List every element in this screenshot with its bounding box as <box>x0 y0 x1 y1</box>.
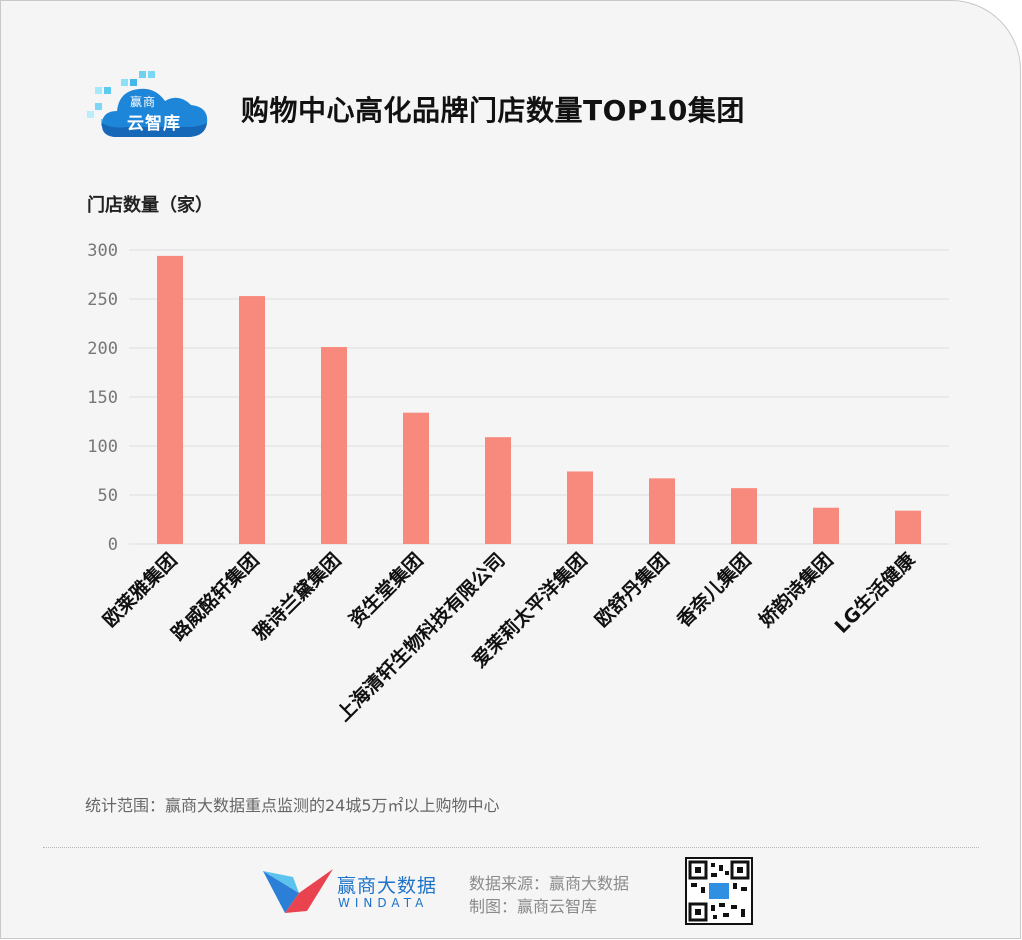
bar <box>567 471 593 544</box>
chart-title: 购物中心高化品牌门店数量TOP10集团 <box>241 94 745 127</box>
bar <box>157 255 183 544</box>
y-tick-label: 150 <box>87 388 118 408</box>
x-tick-label: LG生活健康 <box>830 548 920 638</box>
x-tick-label: 资生堂集团 <box>344 548 427 631</box>
x-tick-label: 欧莱雅集团 <box>98 548 181 631</box>
scope-note: 统计范围：赢商大数据重点监测的24城5万㎡以上购物中心 <box>85 796 500 815</box>
y-tick-label: 50 <box>98 486 118 506</box>
cloud-logo-icon <box>87 71 208 137</box>
x-tick-label: 娇韵诗集团 <box>754 548 837 631</box>
y-axis-label: 门店数量（家） <box>87 195 213 216</box>
windata-bird-icon <box>263 869 333 913</box>
y-tick-label: 300 <box>87 241 118 261</box>
data-source: 数据来源：赢商大数据 <box>469 874 630 893</box>
y-tick-label: 250 <box>87 290 118 310</box>
logo-text-bottom: 云智库 <box>127 114 181 134</box>
footer-divider <box>43 847 979 848</box>
bar <box>239 296 265 544</box>
bar <box>485 437 511 544</box>
chart-credit: 制图：赢商云智库 <box>469 897 598 916</box>
x-tick-label: 雅诗兰黛集团 <box>249 548 346 645</box>
bar <box>731 488 757 544</box>
x-tick-label: 欧舒丹集团 <box>590 548 673 631</box>
bar <box>649 478 675 544</box>
bar <box>403 412 429 544</box>
logo-text-top: 赢商 <box>130 95 157 109</box>
bar <box>321 347 347 544</box>
qr-code-icon[interactable] <box>685 857 753 925</box>
brand-name: 赢商大数据 <box>337 875 438 897</box>
y-tick-label: 0 <box>108 535 118 555</box>
y-tick-label: 200 <box>87 339 118 359</box>
x-tick-label: 上海清轩生物科技有限公司 <box>332 548 509 725</box>
brand-subtitle: WINDATA <box>338 896 429 910</box>
bar <box>813 507 839 544</box>
x-tick-label: 香奈儿集团 <box>671 548 755 632</box>
bar <box>895 510 921 544</box>
y-tick-label: 100 <box>87 437 118 457</box>
